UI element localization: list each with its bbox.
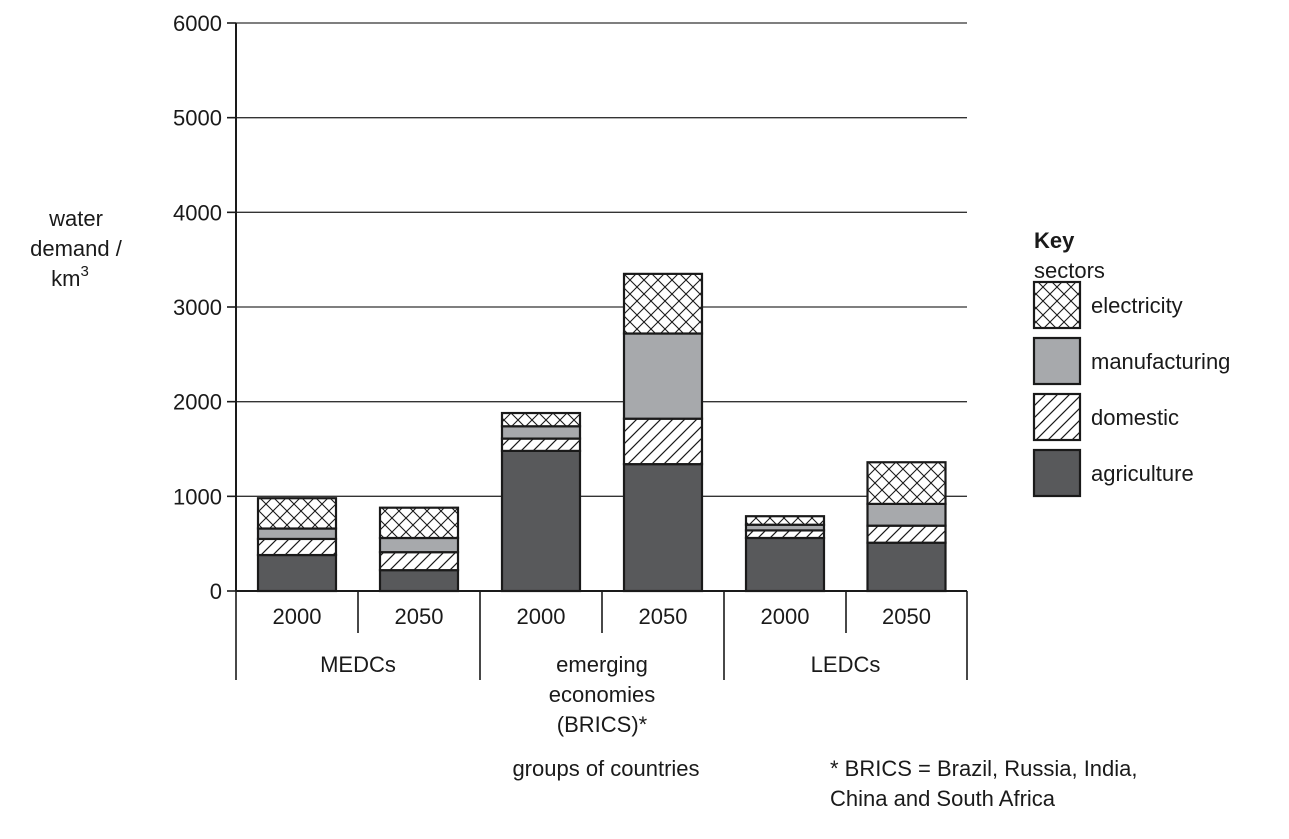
y-tick-label-5000: 5000 [173,106,222,131]
bar-segment-manufacturing-0-2050 [378,536,460,554]
bar-segment-domestic-1-2050 [622,417,704,466]
legend-label-manufacturing: manufacturing [1091,349,1230,374]
bar-segment-domestic-0-2000 [256,537,338,557]
bar-segment-agriculture-0-2050 [378,569,460,593]
y-axis-label-line-1: water [48,206,103,231]
y-tick-label-6000: 6000 [173,11,222,36]
legend-swatch-domestic [1032,392,1082,442]
x-axis-label: groups of countries [512,756,699,781]
legend: Key sectors electricity manufacturing dome… [1032,228,1230,498]
bar-segment-electricity-1-2050 [622,272,704,335]
footnote-line-1: * BRICS = Brazil, Russia, India, [830,756,1138,781]
bar-segment-domestic-2-2000 [744,529,826,540]
legend-title: Key [1034,228,1075,253]
x-tick-label-1-2000: 2000 [517,604,566,629]
bar-segment-manufacturing-1-2050 [622,332,704,420]
group-label-2-line-0: LEDCs [811,652,881,677]
bar-segment-agriculture-0-2000 [256,553,338,593]
x-tick-label-1-2050: 2050 [639,604,688,629]
bar-segment-agriculture-1-2000 [500,449,582,593]
legend-label-domestic: domestic [1091,405,1179,430]
y-tick-label-0: 0 [210,579,222,604]
y-tick-label-4000: 4000 [173,200,222,225]
bar-segment-electricity-2-2000 [744,515,826,526]
bar-segment-agriculture-2-2000 [744,536,826,593]
group-label-0-line-0: MEDCs [320,652,396,677]
y-axis-label-line-2: demand / [30,236,123,261]
bar-segment-agriculture-2-2050 [866,541,947,593]
y-tick-label-2000: 2000 [173,390,222,415]
bar-segment-domestic-0-2050 [378,551,460,572]
group-label-1-line-1: economies [549,682,655,707]
bar-segment-domestic-2-2050 [866,524,947,544]
bar-segment-electricity-1-2000 [500,411,582,428]
group-label-1-line-2: (BRICS)* [557,712,648,737]
bar-segment-domestic-1-2000 [500,437,582,452]
footnote: * BRICS = Brazil, Russia, India, China a… [830,756,1138,811]
bar-segment-electricity-0-2050 [378,506,460,540]
y-tick-label-3000: 3000 [173,295,222,320]
legend-swatch-agriculture [1032,448,1082,498]
gridlines [236,22,967,497]
bar-segment-agriculture-1-2050 [622,463,704,593]
axes: 0 1000 2000 3000 4000 5000 6000 2000 2050 MEDCs 20… [173,11,968,737]
group-label-1-line-0: emerging [556,652,648,677]
x-tick-label-0-2050: 2050 [395,604,444,629]
x-tick-label-2-2050: 2050 [882,604,931,629]
legend-swatch-electricity [1032,280,1082,330]
legend-label-agriculture: agriculture [1091,461,1194,486]
bar-segment-electricity-2-2050 [866,461,947,506]
bar-segment-manufacturing-0-2000 [256,527,338,541]
legend-label-electricity: electricity [1091,293,1183,318]
x-tick-label-0-2000: 2000 [273,604,322,629]
y-axis-label-unit: km [51,266,80,291]
legend-subtitle: sectors [1034,258,1105,283]
y-axis-label: water demand / km3 [30,206,123,291]
y-tick-label-1000: 1000 [173,484,222,509]
bar-segment-manufacturing-2-2050 [866,502,947,527]
x-tick-label-2-2000: 2000 [761,604,810,629]
bar-segment-electricity-0-2000 [256,497,338,530]
bar-segment-manufacturing-1-2000 [500,425,582,440]
bars [256,272,947,593]
footnote-line-2: China and South Africa [830,786,1056,811]
y-axis-label-line-3: km3 [51,263,89,291]
y-axis-label-superscript: 3 [80,263,88,280]
legend-swatch-manufacturing [1032,336,1082,386]
